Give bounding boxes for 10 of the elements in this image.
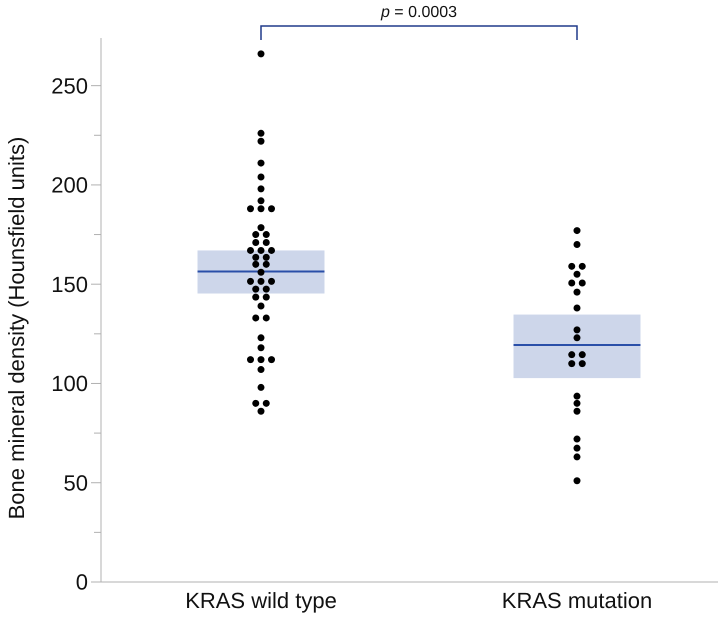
y-tick-label: 250 [51,73,88,98]
y-tick-label: 100 [51,371,88,396]
y-tick-label: 150 [51,272,88,297]
y-axis-title: Bone mineral density (Hounsfield units) [4,136,29,520]
y-tick-label: 50 [64,470,88,496]
y-tick-label: 200 [51,172,88,198]
x-tick-label: KRAS mutation [502,588,652,613]
text: p = 0.0003 [380,4,458,21]
y-tick-label: 0 [76,570,88,595]
x-tick-label: KRAS wild type [185,588,337,613]
